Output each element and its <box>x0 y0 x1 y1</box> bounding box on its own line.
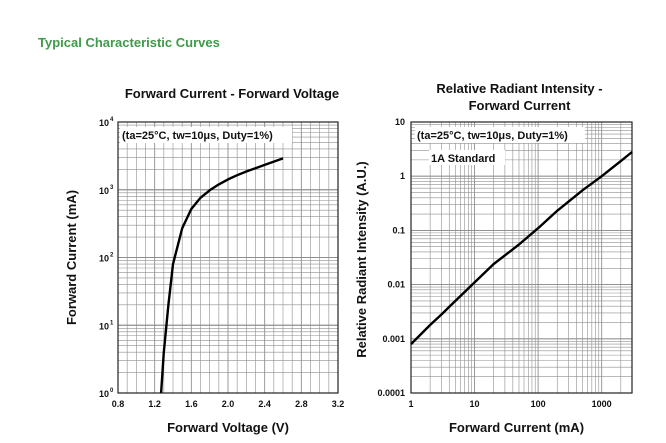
chart1-y-tick-exp: 0 <box>110 388 114 394</box>
chart2-y-tick-label: 0.0001 <box>377 388 405 398</box>
chart2-x-tick-label: 1 <box>408 399 413 409</box>
chart2-title-line1: Relative Radiant Intensity - <box>436 81 602 96</box>
chart2-y-tick-label: 0.01 <box>387 280 405 290</box>
chart1-annotation: (ta=25°C, tw=10μs, Duty=1%) <box>122 130 273 142</box>
section-title: Typical Characteristic Curves <box>38 35 220 50</box>
chart2-annotation-standard: 1A Standard <box>431 153 495 165</box>
chart1-frame <box>117 121 339 394</box>
chart1-x-tick-label: 1.2 <box>148 399 161 409</box>
chart1-y-tick-base: 10 <box>99 321 109 331</box>
chart1-y-tick-exp: 3 <box>110 185 114 191</box>
chart1-x-tick-label: 2.4 <box>258 399 271 409</box>
chart2-y-tick-label: 0.001 <box>382 334 405 344</box>
chart2-y-axis-label: Relative Radiant Intensity (A.U.) <box>354 161 369 357</box>
chart2-y-tick-label: 1 <box>400 171 405 181</box>
annotation-bg <box>415 127 585 143</box>
chart1-y-tick-base: 10 <box>99 186 109 196</box>
annotation-bg <box>429 150 505 165</box>
chart2-x-tick-label: 10 <box>470 399 480 409</box>
chart2-x-axis-label: Forward Current (mA) <box>449 420 584 435</box>
chart1-y-tick-label: 10 1 <box>99 320 114 331</box>
chart2-x-tick-label: 1000 <box>592 399 612 409</box>
chart1-x-axis-label: Forward Voltage (V) <box>167 420 289 435</box>
chart1-x-tick-label: 0.8 <box>112 399 125 409</box>
chart2-grid <box>410 121 633 394</box>
chart2-y-tick-label: 10 <box>395 117 405 127</box>
chart2-title-line2: Forward Current <box>469 98 572 113</box>
chart1-y-tick-label: 10 4 <box>99 117 114 128</box>
chart1-x-tick-label: 3.2 <box>332 399 345 409</box>
chart1-y-tick-exp: 1 <box>110 320 114 326</box>
chart2-frame <box>410 121 633 394</box>
chart1-y-tick-label: 10 0 <box>99 388 114 399</box>
chart1-y-tick-exp: 4 <box>110 117 114 123</box>
chart1-x-tick-label: 2.8 <box>295 399 308 409</box>
chart1-y-axis-label: Forward Current (mA) <box>64 190 79 325</box>
annotation-bg <box>120 127 292 143</box>
chart1-y-tick-exp: 2 <box>110 253 114 259</box>
chart2-x-tick-label: 100 <box>531 399 546 409</box>
chart1-y-tick-label: 10 3 <box>99 185 114 196</box>
chart2-y-tick-label: 0.1 <box>392 225 405 235</box>
chart2-annotation: (ta=25°C, tw=10μs, Duty=1%) <box>417 130 568 142</box>
chart1-y-tick-base: 10 <box>99 118 109 128</box>
chart2-series-line <box>410 151 633 345</box>
chart1-y-tick-label: 10 2 <box>99 253 114 264</box>
chart1-title: Forward Current - Forward Voltage <box>125 86 339 101</box>
chart1-y-tick-base: 10 <box>99 254 109 264</box>
chart1-y-tick-base: 10 <box>99 389 109 399</box>
chart1-x-tick-label: 2.0 <box>222 399 235 409</box>
chart1-series-line <box>159 157 284 394</box>
chart1-x-tick-label: 1.6 <box>185 399 198 409</box>
chart1-grid <box>117 121 339 394</box>
